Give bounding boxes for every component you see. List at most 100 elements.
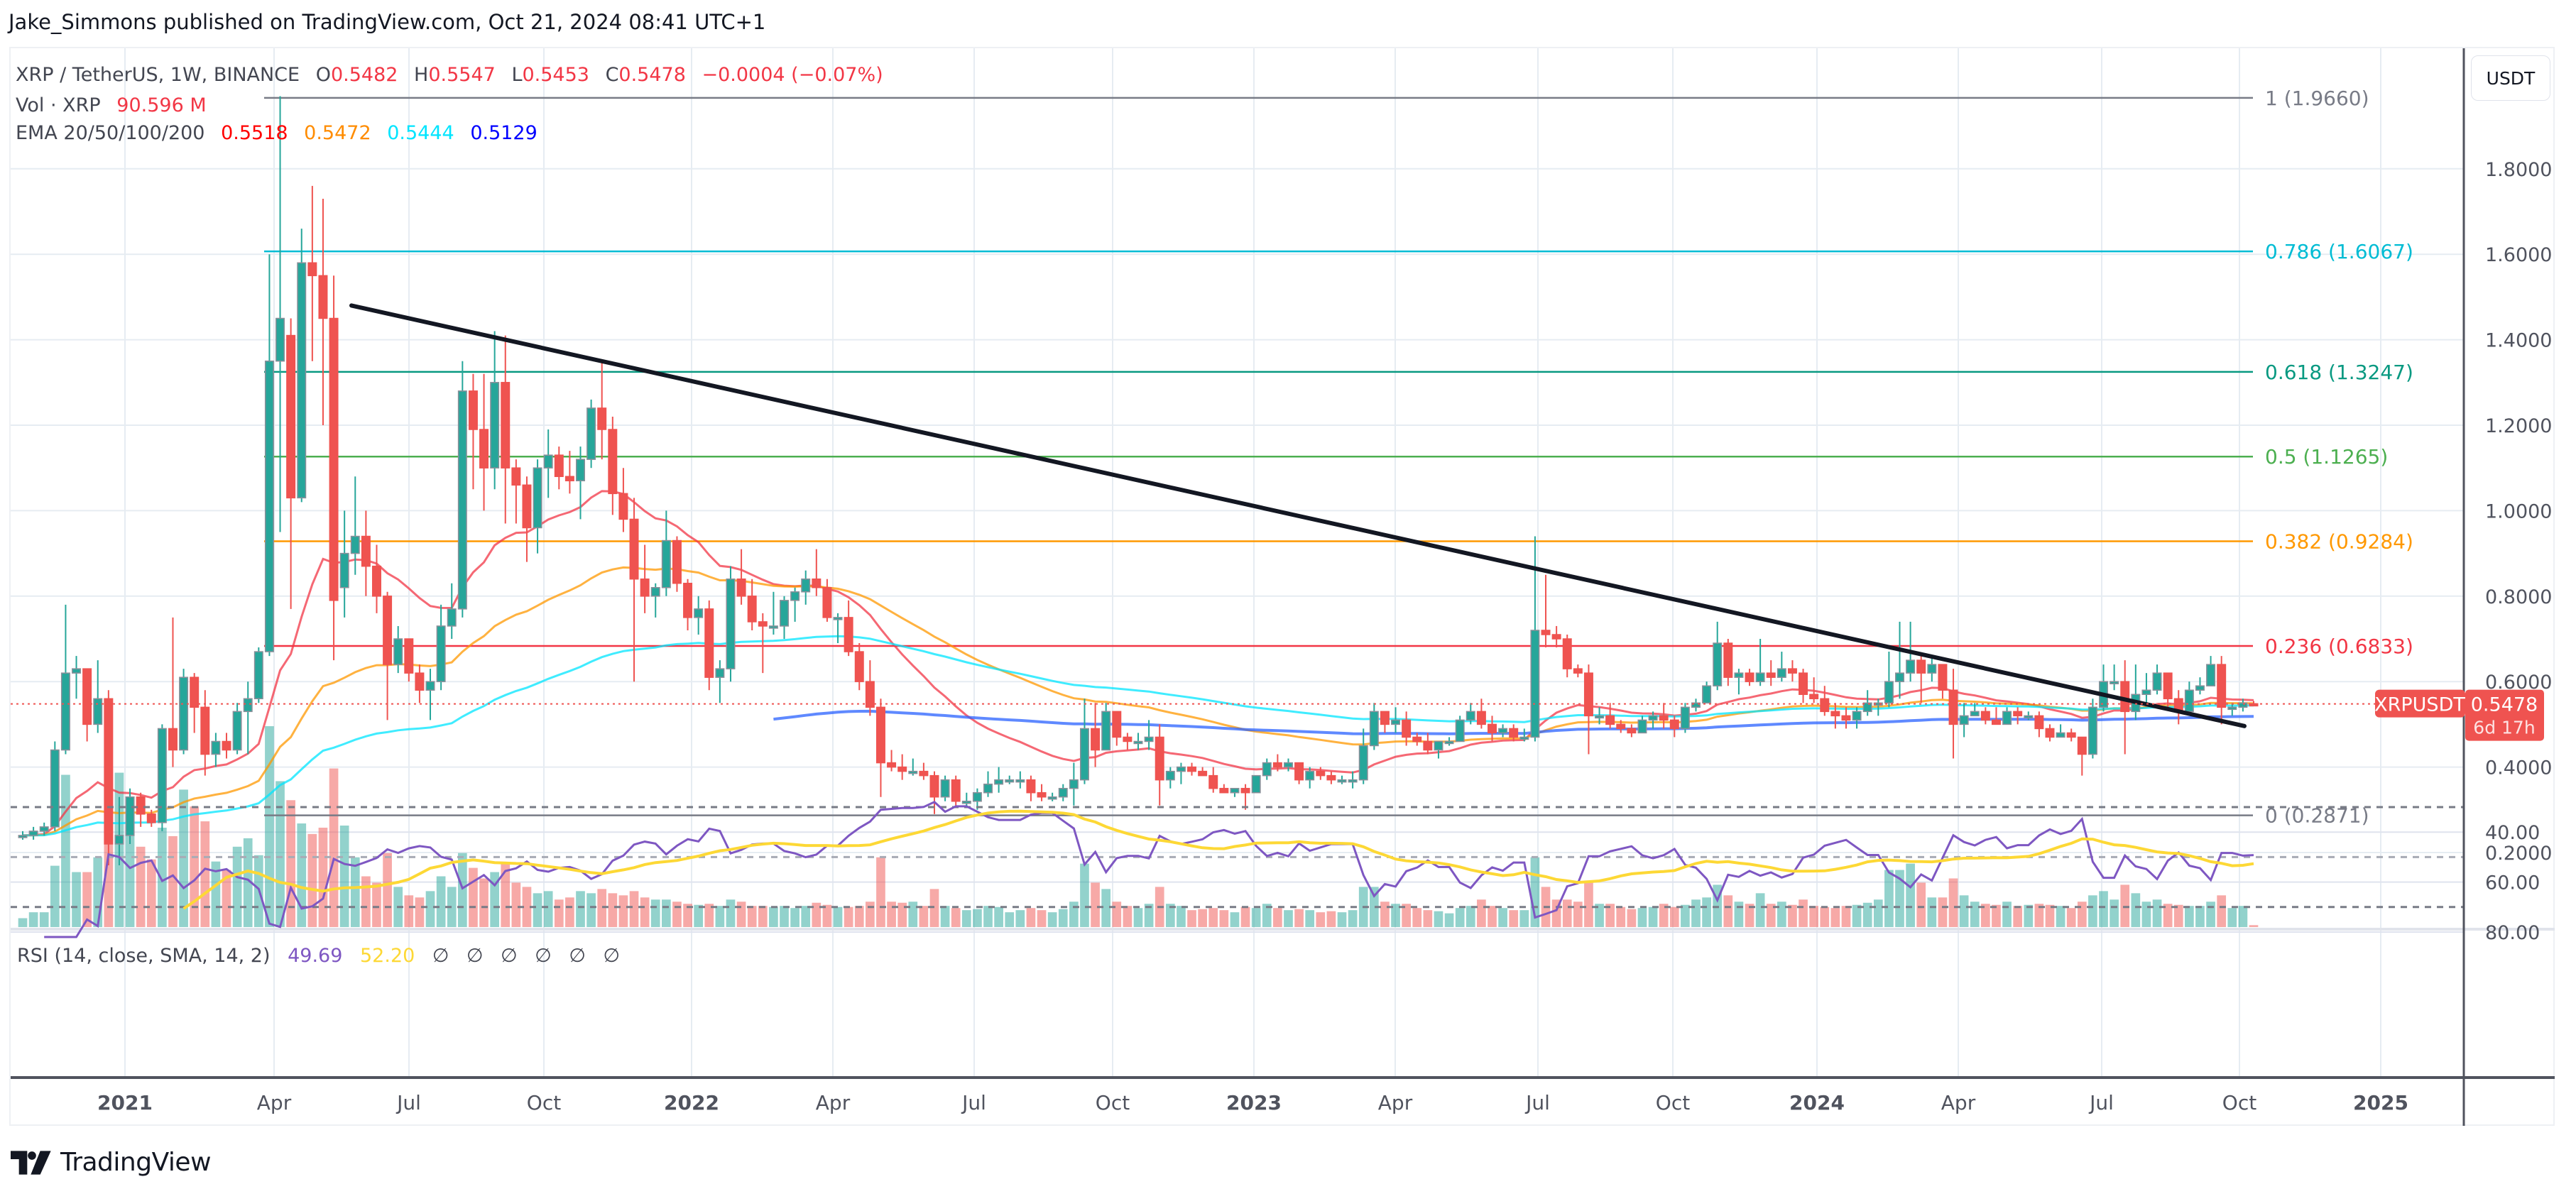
candle-body[interactable] xyxy=(1562,638,1572,669)
candle-body[interactable] xyxy=(350,535,360,554)
candle-body[interactable] xyxy=(983,783,993,794)
candle-body[interactable] xyxy=(1047,796,1057,800)
candle-body[interactable] xyxy=(640,578,650,597)
candle-body[interactable] xyxy=(919,770,929,777)
candle-body[interactable] xyxy=(157,728,167,823)
candle-body[interactable] xyxy=(1970,711,1980,717)
candle-body[interactable] xyxy=(393,638,403,665)
candle-body[interactable] xyxy=(650,587,660,597)
candle-body[interactable] xyxy=(1251,774,1261,794)
candle-body[interactable] xyxy=(672,539,682,584)
candle-body[interactable] xyxy=(1862,702,1872,713)
candle-body[interactable] xyxy=(2013,711,2023,717)
price-tick-label[interactable]: 0.4000 xyxy=(2485,757,2552,779)
candle-body[interactable] xyxy=(1005,779,1015,783)
candle-body[interactable] xyxy=(1627,728,1637,734)
candle-body[interactable] xyxy=(1412,736,1422,743)
candle-body[interactable] xyxy=(1155,736,1164,781)
candle-body[interactable] xyxy=(468,390,478,430)
candle-body[interactable] xyxy=(253,651,263,700)
candle-body[interactable] xyxy=(1573,668,1583,674)
candle-body[interactable] xyxy=(715,668,725,678)
rsi-tick-label[interactable]: 40.00 xyxy=(2485,822,2540,844)
candle-body[interactable] xyxy=(2066,732,2076,738)
candle-body[interactable] xyxy=(125,796,135,836)
candle-body[interactable] xyxy=(822,587,832,618)
time-tick-label[interactable]: 2022 xyxy=(664,1091,719,1114)
candle-body[interactable] xyxy=(1895,672,1904,682)
candle-body[interactable] xyxy=(511,467,521,486)
candle-body[interactable] xyxy=(1444,740,1454,745)
candle-body[interactable] xyxy=(372,565,381,597)
tradingview-logo[interactable]: TradingView xyxy=(11,1148,212,1177)
time-tick-label[interactable]: Oct xyxy=(527,1091,561,1114)
candle-body[interactable] xyxy=(747,596,757,623)
candle-body[interactable] xyxy=(1123,736,1133,743)
rsi-tick-label[interactable]: 60.00 xyxy=(2485,872,2540,894)
candle-body[interactable] xyxy=(211,740,221,755)
candle-body[interactable] xyxy=(2056,732,2065,738)
candle-body[interactable] xyxy=(1476,711,1486,725)
candle-body[interactable] xyxy=(2227,706,2237,711)
candle-body[interactable] xyxy=(2087,706,2097,755)
candle-body[interactable] xyxy=(1305,770,1315,781)
candle-body[interactable] xyxy=(844,617,853,652)
candle-body[interactable] xyxy=(1262,762,1272,777)
candle-body[interactable] xyxy=(18,835,28,838)
candle-body[interactable] xyxy=(1799,672,1808,696)
candle-body[interactable] xyxy=(286,334,296,499)
candle-body[interactable] xyxy=(318,275,328,319)
candle-body[interactable] xyxy=(1466,711,1475,721)
time-tick-label[interactable]: 2024 xyxy=(1789,1091,1845,1114)
candle-body[interactable] xyxy=(1240,787,1250,794)
candle-body[interactable] xyxy=(1595,715,1605,719)
volume-label[interactable]: Vol · XRP xyxy=(16,94,101,116)
candle-body[interactable] xyxy=(875,706,885,764)
time-tick-label[interactable]: Oct xyxy=(1096,1091,1130,1114)
candle-body[interactable] xyxy=(1852,711,1862,721)
candle-body[interactable] xyxy=(501,382,511,469)
candle-body[interactable] xyxy=(1530,630,1540,738)
candle-body[interactable] xyxy=(854,651,864,682)
candle-body[interactable] xyxy=(694,608,704,618)
candle-body[interactable] xyxy=(28,831,38,836)
time-tick-label[interactable]: Jul xyxy=(961,1091,986,1114)
candle-body[interactable] xyxy=(1755,672,1765,682)
candle-body[interactable] xyxy=(2024,715,2034,719)
candle-body[interactable] xyxy=(2034,715,2044,730)
candle-body[interactable] xyxy=(1348,779,1358,783)
candle-body[interactable] xyxy=(908,770,918,774)
candle-body[interactable] xyxy=(576,459,585,482)
candle-body[interactable] xyxy=(1133,740,1143,745)
candle-body[interactable] xyxy=(726,578,736,669)
candle-body[interactable] xyxy=(1488,723,1497,734)
candle-body[interactable] xyxy=(2217,664,2227,708)
candle-body[interactable] xyxy=(951,779,961,802)
candle-body[interactable] xyxy=(1766,672,1776,678)
candle-body[interactable] xyxy=(1551,634,1561,640)
candle-body[interactable] xyxy=(1208,774,1218,789)
candle-body[interactable] xyxy=(1026,779,1036,794)
time-tick-label[interactable]: Jul xyxy=(1524,1091,1550,1114)
candle-body[interactable] xyxy=(457,390,467,610)
candle-body[interactable] xyxy=(243,698,253,713)
candle-body[interactable] xyxy=(833,617,843,620)
candle-body[interactable] xyxy=(2141,689,2151,696)
time-tick-label[interactable]: Jul xyxy=(395,1091,421,1114)
candle-body[interactable] xyxy=(479,429,489,469)
candle-body[interactable] xyxy=(1380,711,1390,725)
candle-body[interactable] xyxy=(1272,762,1282,768)
candle-body[interactable] xyxy=(1230,787,1240,794)
time-tick-label[interactable]: 2023 xyxy=(1226,1091,1282,1114)
candle-body[interactable] xyxy=(1938,664,1948,691)
candle-body[interactable] xyxy=(1745,672,1754,682)
candle-body[interactable] xyxy=(200,706,210,755)
price-tick-label[interactable]: 1.4000 xyxy=(2485,330,2552,352)
candle-body[interactable] xyxy=(2110,681,2119,684)
currency-button[interactable]: USDT xyxy=(2471,55,2550,101)
candle-body[interactable] xyxy=(683,582,693,618)
candle-body[interactable] xyxy=(136,796,146,815)
rsi-label[interactable]: RSI (14, close, SMA, 14, 2) xyxy=(17,945,271,967)
candle-body[interactable] xyxy=(1787,668,1797,674)
candle-body[interactable] xyxy=(2249,703,2259,707)
